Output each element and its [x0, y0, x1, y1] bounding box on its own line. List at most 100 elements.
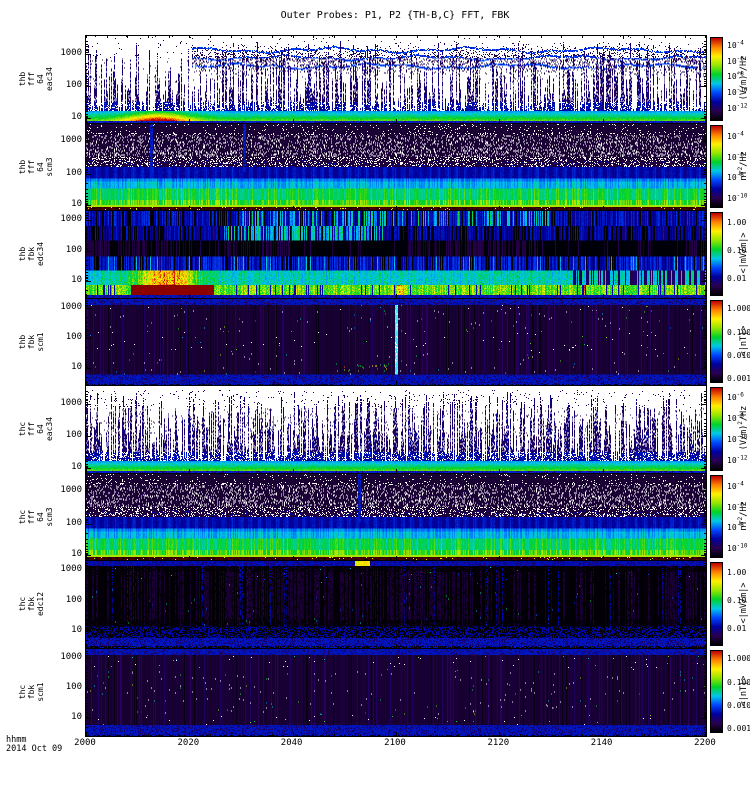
- y-axis-minor-tick: [86, 514, 88, 515]
- y-axis-minor-tick: [86, 683, 88, 684]
- y-axis-minor-tick: [86, 625, 88, 626]
- y-axis-minor-tick: [86, 435, 88, 436]
- y-axis-minor-tick: [704, 511, 706, 512]
- x-axis-major-tick: [86, 556, 87, 560]
- x-axis-minor-tick: [210, 734, 211, 736]
- panel-thc-fff-64-scm3: [86, 474, 706, 561]
- colorbar-tick-label: 10-10: [727, 542, 748, 554]
- y-axis-minor-tick: [86, 238, 88, 239]
- y-axis-minor-tick: [86, 290, 88, 291]
- y-axis-minor-tick: [86, 136, 88, 137]
- y-axis-minor-tick: [704, 479, 706, 480]
- y-axis-minor-tick: [86, 391, 88, 392]
- y-axis-minor-tick: [86, 151, 88, 152]
- x-axis-minor-tick: [479, 36, 480, 38]
- x-axis-major-tick: [499, 381, 500, 385]
- y-axis-minor-tick: [704, 488, 706, 489]
- y-axis-minor-tick: [704, 516, 706, 517]
- y-axis-minor-tick: [86, 366, 88, 367]
- y-axis-minor-tick: [86, 467, 88, 468]
- x-axis-minor-tick: [313, 36, 314, 38]
- y-tick-label: 100: [65, 332, 82, 343]
- y-axis-minor-tick: [86, 377, 88, 378]
- y-axis-minor-tick: [704, 399, 706, 400]
- x-axis-minor-tick: [272, 36, 273, 38]
- x-axis-minor-tick: [685, 734, 686, 736]
- y-axis-minor-tick: [704, 656, 706, 657]
- y-axis-minor-tick: [86, 132, 88, 133]
- y-axis-minor-tick: [704, 452, 706, 453]
- x-axis-minor-tick: [541, 36, 542, 38]
- y-axis-major-tick: [86, 688, 91, 689]
- y-axis-minor-tick: [704, 610, 706, 611]
- y-axis-minor-tick: [86, 396, 88, 397]
- y-tick-label: 10: [71, 361, 82, 372]
- y-axis-minor-tick: [86, 655, 88, 656]
- y-axis-minor-tick: [704, 63, 706, 64]
- spectrogram-canvas-thc-fff-64-eac34: [86, 386, 706, 473]
- y-axis-minor-tick: [86, 189, 88, 190]
- colorbar-tick-label: 0.100: [727, 327, 750, 337]
- colorbar-thb-fff-64-scm3: [710, 125, 723, 208]
- y-axis-minor-tick: [86, 519, 88, 520]
- y-axis-minor-tick: [704, 533, 706, 534]
- x-axis-minor-tick: [705, 36, 706, 38]
- y-axis-minor-tick: [86, 248, 88, 249]
- x-axis-major-tick: [499, 556, 500, 560]
- y-axis-minor-tick: [704, 651, 706, 652]
- y-axis-minor-tick: [86, 429, 88, 430]
- y-axis-minor-tick: [86, 382, 88, 383]
- y-axis-major-tick: [701, 368, 706, 369]
- y-axis-minor-tick: [86, 157, 88, 158]
- x-axis-minor-tick: [644, 734, 645, 736]
- x-axis-major-tick: [705, 381, 706, 385]
- y-axis-minor-tick: [704, 466, 706, 467]
- y-axis-minor-tick: [704, 433, 706, 434]
- y-axis-minor-tick: [704, 514, 706, 515]
- y-axis-minor-tick: [704, 260, 706, 261]
- y-axis-minor-tick: [704, 546, 706, 547]
- y-axis-minor-tick: [86, 399, 88, 400]
- y-axis-minor-tick: [704, 166, 706, 167]
- colorbar-tick-label: 0.010: [727, 700, 750, 710]
- y-axis-minor-tick: [704, 356, 706, 357]
- y-axis-minor-tick: [704, 459, 706, 460]
- y-axis-minor-tick: [704, 687, 706, 688]
- colorbar-thc-fbk-scm1: [710, 650, 723, 733]
- x-tick-label: 2140: [590, 738, 613, 748]
- y-axis-minor-tick: [704, 599, 706, 600]
- colorbar-tick-label: 10-10: [727, 433, 748, 445]
- y-axis-minor-tick: [704, 117, 706, 118]
- y-axis-minor-tick: [704, 429, 706, 430]
- y-axis-major-tick: [86, 658, 91, 659]
- y-axis-major-tick: [86, 601, 91, 602]
- x-axis-minor-tick: [561, 734, 562, 736]
- y-axis-minor-tick: [704, 549, 706, 550]
- panel-label-thb-fbk-edc34: thb fbk edc34: [18, 241, 45, 267]
- colorbar-tick-label: 0.001: [727, 724, 750, 734]
- y-axis-minor-tick: [704, 706, 706, 707]
- x-axis-major-tick: [293, 556, 294, 560]
- y-axis-major-tick: [86, 220, 91, 221]
- y-axis-minor-tick: [704, 157, 706, 158]
- y-axis-minor-tick: [704, 653, 706, 654]
- y-axis-major-tick: [701, 658, 706, 659]
- y-axis-major-tick: [86, 524, 91, 525]
- spectrogram-canvas-thc-fff-64-scm3: [86, 474, 706, 560]
- y-axis-minor-tick: [86, 490, 88, 491]
- panel-label-thb-fbk-scm1: thb fbk scm1: [18, 331, 45, 352]
- y-axis-minor-tick: [704, 709, 706, 710]
- x-axis-minor-tick: [293, 734, 294, 736]
- y-axis-minor-tick: [704, 625, 706, 626]
- y-axis-minor-tick: [86, 329, 88, 330]
- y-axis-major-tick: [86, 631, 91, 632]
- y-axis-minor-tick: [86, 333, 88, 334]
- y-axis-minor-tick: [86, 169, 88, 170]
- y-tick-label: 100: [65, 517, 82, 528]
- x-axis-minor-tick: [231, 36, 232, 38]
- y-axis-minor-tick: [86, 196, 88, 197]
- y-axis-minor-tick: [86, 627, 88, 628]
- colorbar-tick-label: 10-6: [727, 391, 744, 403]
- y-axis-major-tick: [86, 86, 91, 87]
- y-axis-minor-tick: [86, 199, 88, 200]
